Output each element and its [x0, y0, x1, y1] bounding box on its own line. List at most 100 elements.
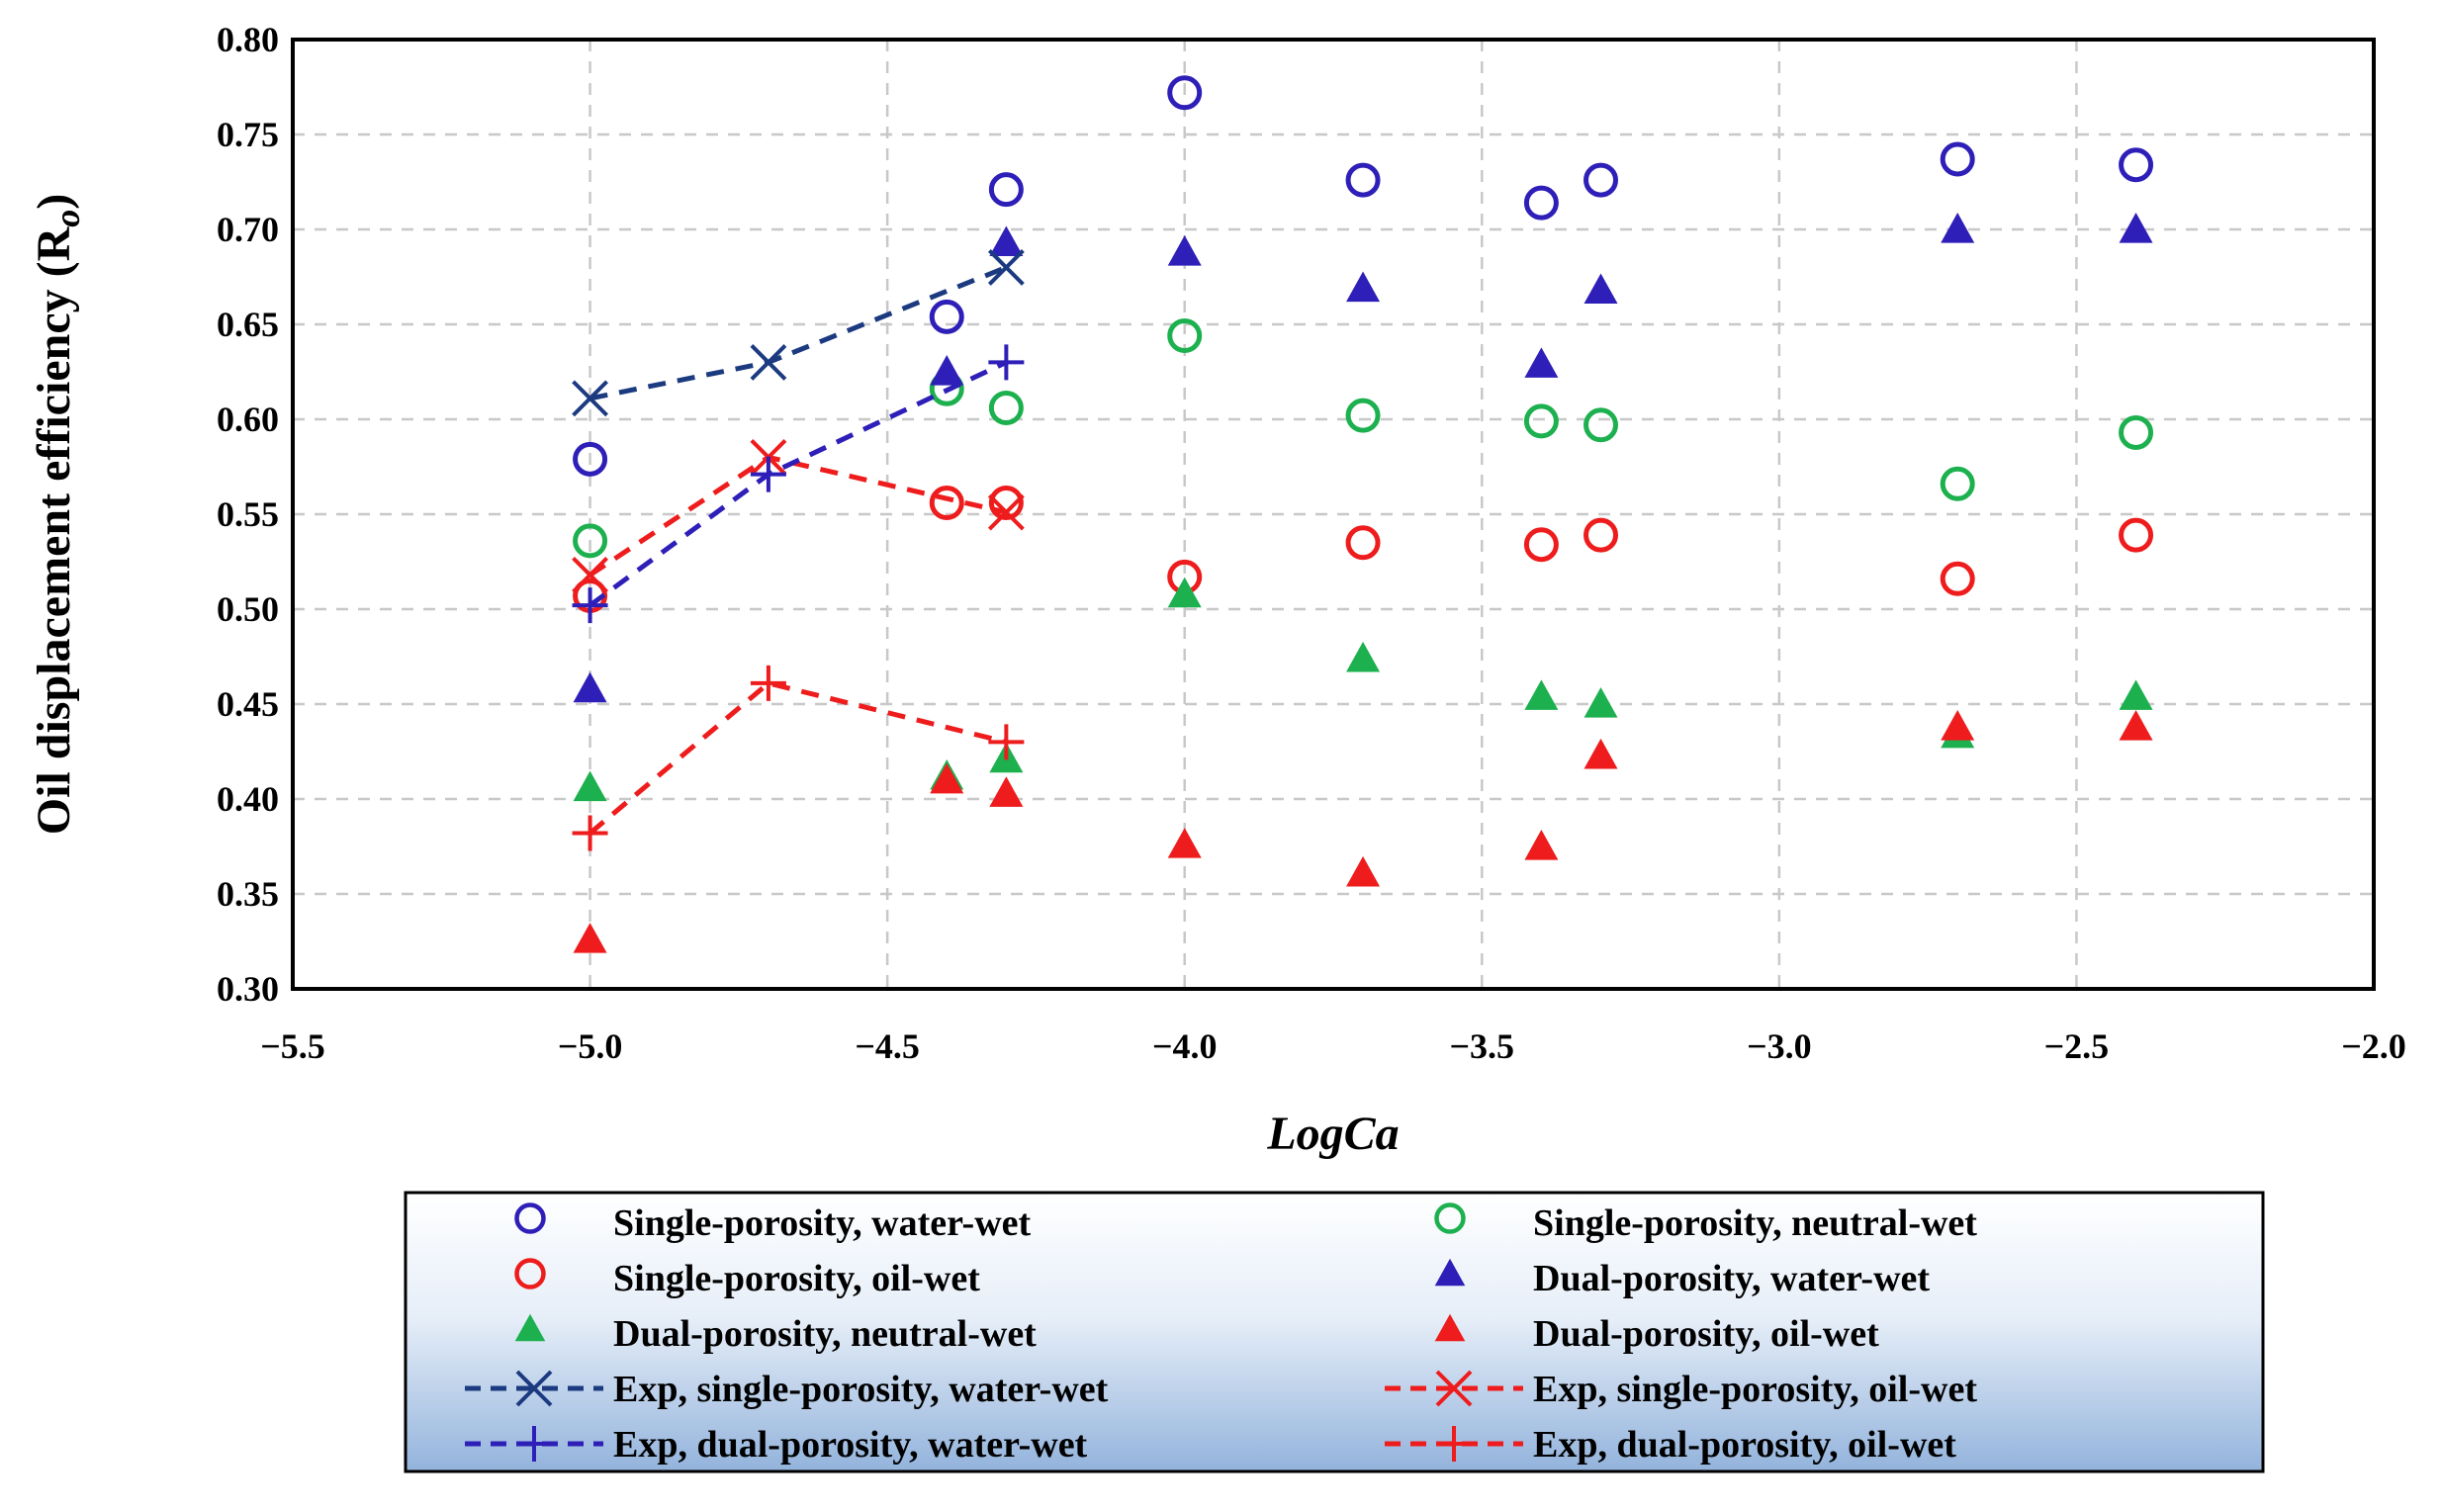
data-point [2119, 517, 2154, 553]
legend-label: Single-porosity, oil-wet [613, 1258, 980, 1299]
y-tick-label: 0.80 [217, 20, 279, 59]
legend-label: Single-porosity, neutral-wet [1533, 1202, 1977, 1244]
data-point [988, 485, 1024, 520]
legend-label: Dual-porosity, oil-wet [1533, 1313, 1879, 1355]
data-point [1524, 830, 1559, 860]
data-point [1940, 466, 1975, 501]
legend-marker [514, 1313, 546, 1342]
data-point [2119, 414, 2154, 450]
legend-box [404, 1191, 2265, 1473]
legend-label: Exp, dual-porosity, water-wet [613, 1424, 1088, 1466]
data-point [1167, 75, 1203, 111]
data-point [989, 776, 1024, 807]
data-point [1346, 855, 1381, 887]
data-point [573, 923, 607, 953]
y-tick-label: 0.75 [217, 115, 279, 154]
series-6 [572, 248, 1025, 417]
data-point [1346, 271, 1381, 303]
legend-item: Single-porosity, water-wet [514, 1202, 1032, 1244]
legend-item: Exp, dual-porosity, oil-wet [1385, 1424, 1956, 1466]
data-point [573, 441, 608, 477]
data-point [988, 390, 1024, 425]
series-0 [573, 75, 2154, 477]
x-tick-label: −4.5 [855, 1026, 920, 1066]
series-1 [573, 318, 2154, 559]
data-point [988, 344, 1025, 381]
data-point [1583, 517, 1619, 553]
data-point [573, 671, 607, 703]
legend-marker [1435, 1370, 1473, 1407]
data-point [750, 665, 786, 701]
y-tick-label: 0.65 [217, 305, 279, 344]
data-point [1345, 398, 1381, 433]
data-point [572, 380, 608, 417]
data-point [987, 493, 1025, 531]
plot-frame [291, 38, 2376, 991]
y-axis-title-close: ) [28, 194, 80, 210]
legend-marker [516, 1426, 552, 1462]
data-point [1345, 525, 1381, 561]
legend-marker [514, 1202, 546, 1234]
data-point [1345, 162, 1381, 198]
data-point [1523, 185, 1559, 221]
series-5 [573, 710, 2153, 953]
data-point [1524, 347, 1559, 378]
y-tick-label: 0.30 [217, 969, 279, 1009]
legend: Single-porosity, water-wet Single-porosit… [465, 1202, 1977, 1466]
data-point [1523, 527, 1559, 563]
legend-marker [1434, 1258, 1466, 1287]
data-point [573, 523, 608, 559]
series-layer [572, 75, 2154, 953]
data-point [1523, 403, 1559, 439]
legend-marker [1436, 1426, 1472, 1462]
data-point [750, 456, 786, 492]
data-point [1167, 318, 1203, 354]
data-point [989, 225, 1024, 257]
y-axis-title-subscript: o [47, 210, 87, 227]
y-tick-label: 0.60 [217, 400, 279, 439]
data-point [750, 343, 787, 381]
data-point [1940, 141, 1975, 177]
data-point [1167, 577, 1202, 608]
data-point [929, 299, 964, 334]
x-tick-label: −2.5 [2044, 1026, 2110, 1066]
data-point [1167, 828, 1202, 858]
y-tick-label: 0.55 [217, 494, 279, 534]
y-axis-title: Oil displacement efficiency (Ro) [28, 194, 87, 836]
legend-label: Exp, single-porosity, oil-wet [1533, 1369, 1977, 1410]
data-point [1583, 687, 1618, 718]
legend-marker [515, 1370, 553, 1407]
legend-label: Dual-porosity, water-wet [1533, 1258, 1930, 1299]
x-tick-label: −5.5 [260, 1026, 325, 1066]
data-point [929, 485, 964, 520]
series-3 [573, 213, 2153, 703]
legend-marker [1434, 1313, 1466, 1342]
data-point [987, 248, 1025, 286]
x-tick-label: −3.5 [1450, 1026, 1515, 1066]
data-point [988, 172, 1024, 208]
legend-label: Exp, dual-porosity, oil-wet [1533, 1424, 1956, 1466]
data-point [1583, 407, 1619, 443]
data-point [1940, 561, 1975, 596]
data-point [1524, 679, 1559, 710]
data-point [572, 557, 608, 593]
data-point [2119, 147, 2154, 183]
data-point [930, 355, 964, 386]
data-point [2119, 710, 2153, 741]
y-tick-label: 0.70 [217, 210, 279, 249]
data-point [1941, 213, 1975, 243]
x-tick-label: −5.0 [558, 1026, 623, 1066]
y-tick-label: 0.40 [217, 779, 279, 819]
data-point [1941, 710, 1975, 741]
legend-label: Exp, single-porosity, water-wet [613, 1369, 1109, 1410]
x-tick-labels: −5.5 −5.0 −4.5 −4.0 −3.5 −3.0 −2.5 −2.0 [260, 1026, 2406, 1066]
series-9 [572, 665, 1025, 851]
data-point [930, 762, 964, 794]
legend-marker [1434, 1202, 1466, 1234]
x-tick-label: −3.0 [1747, 1026, 1812, 1066]
legend-item: Exp, single-porosity, oil-wet [1385, 1369, 1977, 1410]
data-point [2119, 679, 2153, 710]
data-point [1346, 641, 1381, 672]
